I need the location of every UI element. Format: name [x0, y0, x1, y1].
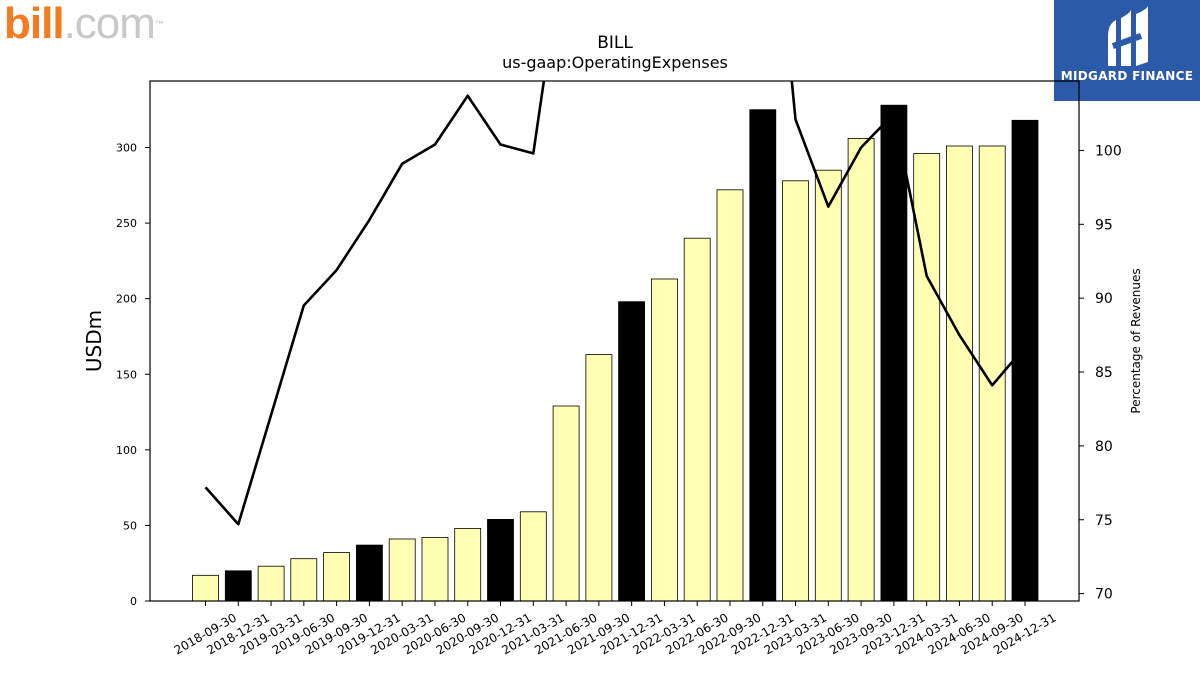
- bar-2019-09-30: [323, 552, 351, 602]
- x-axis: 2018-09-302018-12-312019-03-312019-06-30…: [172, 601, 1059, 657]
- line-group: [204, 81, 1026, 526]
- bar-2022-12-31: [749, 109, 777, 602]
- bar-2023-03-31: [782, 180, 809, 602]
- y-tick-label: 300: [116, 142, 137, 155]
- bill-logo: bill.com™: [4, 0, 164, 48]
- y-tick-label: 150: [116, 368, 137, 381]
- left-axis: 0 50 100 150 200 250 300: [116, 142, 150, 608]
- midgard-finance-logo: MIDGARD FINANCE: [1054, 0, 1200, 101]
- y2-tick-label: 95: [1095, 217, 1113, 233]
- trademark-mark: ™: [154, 19, 164, 29]
- bar-2020-06-30: [421, 537, 449, 602]
- y2-tick-label: 80: [1095, 439, 1113, 455]
- y2-tick-label: 70: [1095, 587, 1113, 603]
- bar-2021-03-31: [519, 511, 547, 602]
- y-tick-label: 200: [116, 293, 137, 306]
- bar-2020-03-31: [388, 538, 416, 602]
- y2-tick-label: 90: [1095, 291, 1113, 307]
- y2-axis-label: Percentage of Revenues: [1129, 268, 1143, 413]
- bar-2021-06-30: [552, 405, 580, 602]
- y-tick-label: 250: [116, 217, 137, 230]
- bar-2023-09-30: [847, 137, 875, 602]
- bar-2018-12-31: [224, 570, 252, 602]
- y-tick-label: 100: [116, 444, 137, 457]
- y-axis-label: USDm: [82, 310, 106, 372]
- bar-2018-09-30: [192, 574, 219, 602]
- bar-2022-09-30: [716, 189, 744, 602]
- bar-2021-12-31: [618, 301, 645, 602]
- bar-2024-03-31: [913, 153, 941, 602]
- bar-2023-12-31: [880, 104, 908, 602]
- bar-2023-06-30: [814, 169, 842, 602]
- bar-2022-06-30: [683, 237, 711, 602]
- y-tick-label: 0: [130, 595, 137, 608]
- y2-tick-label: 75: [1095, 513, 1113, 529]
- y2-tick-label: 100: [1095, 143, 1122, 159]
- bar-2024-12-31: [1011, 119, 1039, 602]
- bar-2022-03-31: [651, 278, 678, 602]
- y-tick-label: 50: [123, 519, 137, 532]
- percentage-line: [204, 81, 1026, 526]
- bars-group: [192, 104, 1039, 602]
- bar-2019-06-30: [290, 558, 318, 602]
- bar-2019-12-31: [355, 544, 383, 602]
- y2-tick-label: 85: [1095, 365, 1113, 381]
- right-axis: 70 75 80 85 90 95 100: [1079, 143, 1122, 603]
- bar-2021-09-30: [585, 354, 613, 602]
- chart-subtitle: us-gaap:OperatingExpenses: [502, 53, 728, 72]
- plot-frame: [149, 80, 1080, 602]
- chart-title: BILL: [597, 33, 633, 53]
- midgard-brand-text: MIDGARD FINANCE: [1060, 69, 1194, 83]
- bar-2024-06-30: [946, 145, 973, 602]
- midgard-logo-icon: [1108, 6, 1148, 66]
- bar-2020-12-31: [487, 519, 514, 602]
- bar-2020-09-30: [454, 528, 482, 602]
- bar-2019-03-31: [257, 565, 285, 602]
